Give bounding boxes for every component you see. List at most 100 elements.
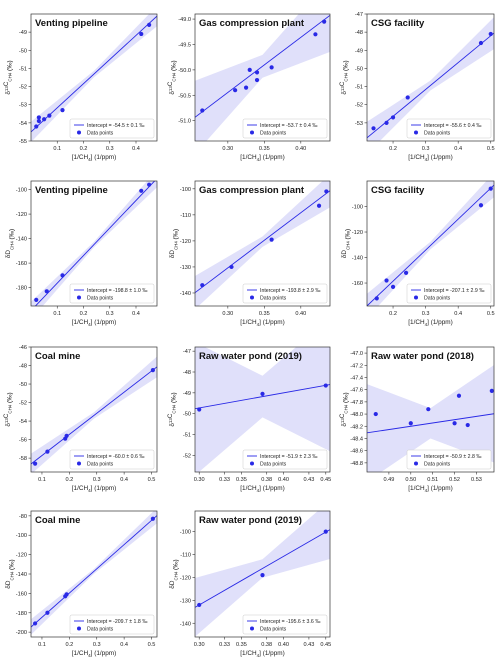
confidence-band <box>31 511 157 635</box>
y-tick-label: -160 <box>16 591 27 597</box>
data-point <box>269 237 274 242</box>
y-axis-label: δ13CCH4 (‰) <box>339 60 350 94</box>
legend: Intercept = -50.9 ± 2.8 ‰Data points <box>406 449 492 470</box>
data-point <box>488 31 493 37</box>
legend-box <box>242 118 328 139</box>
x-tick-label: 0.3 <box>106 146 114 152</box>
y-axis-label: δDCH4 (‰) <box>169 559 180 588</box>
x-tick-label: 0.4 <box>132 311 140 317</box>
x-tick-label: 0.1 <box>38 477 46 483</box>
fit-line <box>31 366 157 465</box>
data-point <box>197 407 202 412</box>
data-point <box>47 113 52 118</box>
legend-fit-label: Intercept = -50.9 ± 2.8 ‰ <box>424 454 482 460</box>
plot-frame <box>194 510 331 638</box>
y-tick-label: -54 <box>19 419 27 425</box>
y-tick-label: -120 <box>16 212 27 218</box>
x-tick-label: 0.30 <box>194 477 205 483</box>
y-tick-label: -100 <box>16 188 27 194</box>
legend-fit-label: Intercept = -198.8 ± 1.0 ‰ <box>87 288 148 294</box>
data-point <box>478 203 484 208</box>
y-tick-label: -120 <box>352 230 363 236</box>
y-tick-label: -50.5 <box>178 93 191 99</box>
y-axis-label: δDCH4 (‰) <box>169 229 180 258</box>
chart-panel-10: 0.1 0.2 0.3 0.4 0.5 -200 -180 -160 -140 -120 -100 -… <box>5 510 158 658</box>
chart-title: CSG facility <box>371 185 425 196</box>
x-tick-label: 0.45 <box>320 642 331 648</box>
legend-fit-label: Intercept = -193.8 ± 2.9 ‰ <box>260 288 321 294</box>
y-tick-label: -58 <box>19 456 27 462</box>
legend-points-label: Data points <box>424 130 451 136</box>
fit-line <box>34 181 156 306</box>
y-axis-label: δDCH4 (‰) <box>5 559 16 588</box>
y-tick-label: -49 <box>183 391 191 397</box>
y-tick-label: -52 <box>355 103 363 109</box>
fit-line <box>195 384 330 410</box>
data-point <box>139 31 144 37</box>
legend-box <box>69 118 155 139</box>
y-tick-label: -140 <box>180 621 191 627</box>
data-point <box>260 391 265 396</box>
x-tick-label: 0.3 <box>422 146 430 152</box>
y-tick-label: -47 <box>355 12 363 18</box>
x-axis-label: [1/CH4] (1/ppm) <box>408 154 452 162</box>
x-tick-label: 0.38 <box>261 477 272 483</box>
y-tick-label: -49 <box>19 30 27 36</box>
y-tick-label: -52 <box>19 85 27 91</box>
y-tick-label: -47 <box>183 349 191 355</box>
x-tick-label: 0.5 <box>148 642 156 648</box>
x-tick-label: 0.40 <box>278 642 289 648</box>
y-tick-label: -48.2 <box>350 424 363 430</box>
y-tick-label: -50.0 <box>178 68 191 74</box>
y-tick-label: -47.6 <box>350 388 363 394</box>
y-tick-label: -140 <box>352 256 363 262</box>
plot-frame <box>194 13 331 142</box>
confidence-band <box>31 356 157 472</box>
legend-points-label: Data points <box>260 295 287 301</box>
y-tick-label: -48 <box>19 364 27 370</box>
fit-line <box>195 14 330 118</box>
y-tick-label: -50 <box>183 412 191 418</box>
legend-points-label: Data points <box>424 461 451 467</box>
y-tick-label: -51.0 <box>178 119 191 125</box>
confidence-band <box>195 14 330 141</box>
y-tick-label: -49.5 <box>178 42 191 48</box>
y-tick-label: -56 <box>19 438 27 444</box>
x-tick-label: 0.5 <box>148 477 156 483</box>
x-tick-label: 0.35 <box>236 642 247 648</box>
y-tick-label: -120 <box>180 239 191 245</box>
data-point <box>390 115 396 120</box>
x-tick-label: 0.40 <box>278 477 289 483</box>
plot-frame <box>30 180 158 307</box>
data-point <box>269 65 274 70</box>
y-tick-label: -53 <box>355 121 363 127</box>
chart-title: Gas compression plant <box>199 18 305 29</box>
data-point <box>64 433 69 438</box>
legend: Intercept = -193.8 ± 2.9 ‰Data points <box>242 283 328 304</box>
data-point <box>374 296 379 301</box>
chart-title: Raw water pond (2019) <box>199 351 302 362</box>
legend-fit-label: Intercept = -53.7 ± 0.4 ‰ <box>260 123 318 129</box>
x-axis-label: [1/CH4] (1/ppm) <box>240 650 284 658</box>
plot-frame <box>194 180 331 307</box>
data-point <box>426 407 431 412</box>
x-tick-label: 0.3 <box>93 642 101 648</box>
data-point <box>260 573 265 578</box>
x-tick-label: 0.30 <box>222 311 233 317</box>
legend-point-swatch <box>77 461 81 466</box>
fit-line <box>31 515 157 628</box>
x-tick-label: 0.53 <box>471 477 482 483</box>
data-point <box>323 529 328 534</box>
fit-line <box>367 184 494 306</box>
x-tick-label: 0.4 <box>454 311 462 317</box>
y-tick-label: -160 <box>16 261 27 267</box>
data-point <box>34 124 39 129</box>
legend-points-label: Data points <box>87 461 114 467</box>
y-tick-label: -55 <box>19 139 27 145</box>
legend-box <box>242 283 328 304</box>
x-tick-label: 0.40 <box>295 146 306 152</box>
legend-point-swatch <box>414 295 418 300</box>
data-point <box>44 289 49 294</box>
data-point <box>403 270 409 275</box>
x-axis-label: [1/CH4] (1/ppm) <box>240 485 284 493</box>
